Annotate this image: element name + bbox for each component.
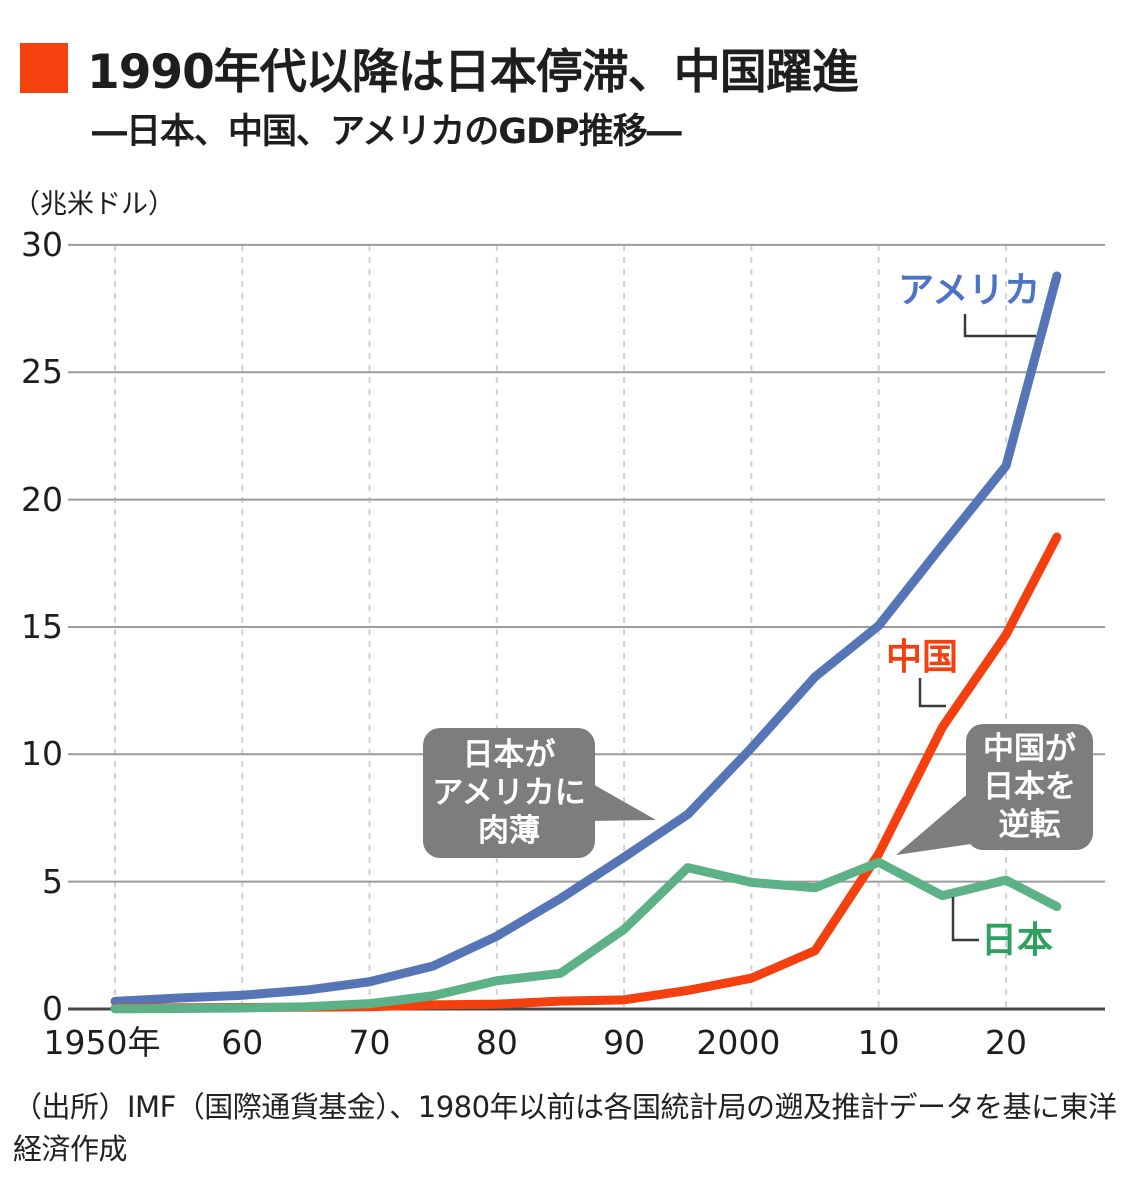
series-label-usa: アメリカ: [898, 270, 1041, 311]
y-tick-5: 5: [42, 861, 63, 901]
label-connector-japan: [951, 897, 979, 942]
x-tick-1990: 90: [603, 1023, 646, 1062]
line-japan: [110, 857, 1062, 1014]
y-axis-unit-label: （兆米ドル）: [13, 189, 175, 220]
annotation-bubble-japan-approaches-usa: 日本が アメリカに 肉薄: [423, 728, 595, 858]
y-tick-10: 10: [21, 734, 63, 774]
annotation-pointer-2: [896, 791, 971, 855]
source-note: （出所）IMF（国際通貨基金）、1980年以前は各国統計局の遡及推計データを基に…: [13, 1090, 1117, 1166]
line-usa: [110, 271, 1062, 1006]
y-tick-30: 30: [21, 224, 63, 264]
x-tick-1960: 60: [221, 1023, 264, 1062]
title-accent-square: [20, 43, 68, 93]
label-connector-usa: [963, 314, 1036, 338]
series-label-japan: 日本: [981, 920, 1054, 961]
x-tick-1970: 70: [348, 1023, 391, 1062]
y-tick-15: 15: [21, 606, 63, 646]
x-tick-2000: 2000: [696, 1023, 781, 1062]
label-connector-china: [918, 678, 946, 708]
x-tick-1980: 80: [475, 1023, 518, 1062]
y-tick-0: 0: [42, 989, 63, 1028]
y-tick-25: 25: [21, 352, 63, 392]
x-tick-2010: 10: [857, 1023, 900, 1062]
series-label-china: 中国: [886, 637, 959, 678]
page-subtitle: ―日本、中国、アメリカのGDP推移―: [92, 112, 682, 152]
x-tick-2020: 20: [984, 1023, 1027, 1062]
y-tick-20: 20: [21, 479, 63, 519]
annotation-pointer-1: [591, 783, 656, 821]
page-title: 1990年代以降は日本停滞、中国躍進: [87, 45, 859, 100]
x-tick-1950: 1950年: [43, 1023, 161, 1062]
annotation-bubble-china-overtakes-japan: 中国が 日本を 逆転: [966, 724, 1093, 850]
